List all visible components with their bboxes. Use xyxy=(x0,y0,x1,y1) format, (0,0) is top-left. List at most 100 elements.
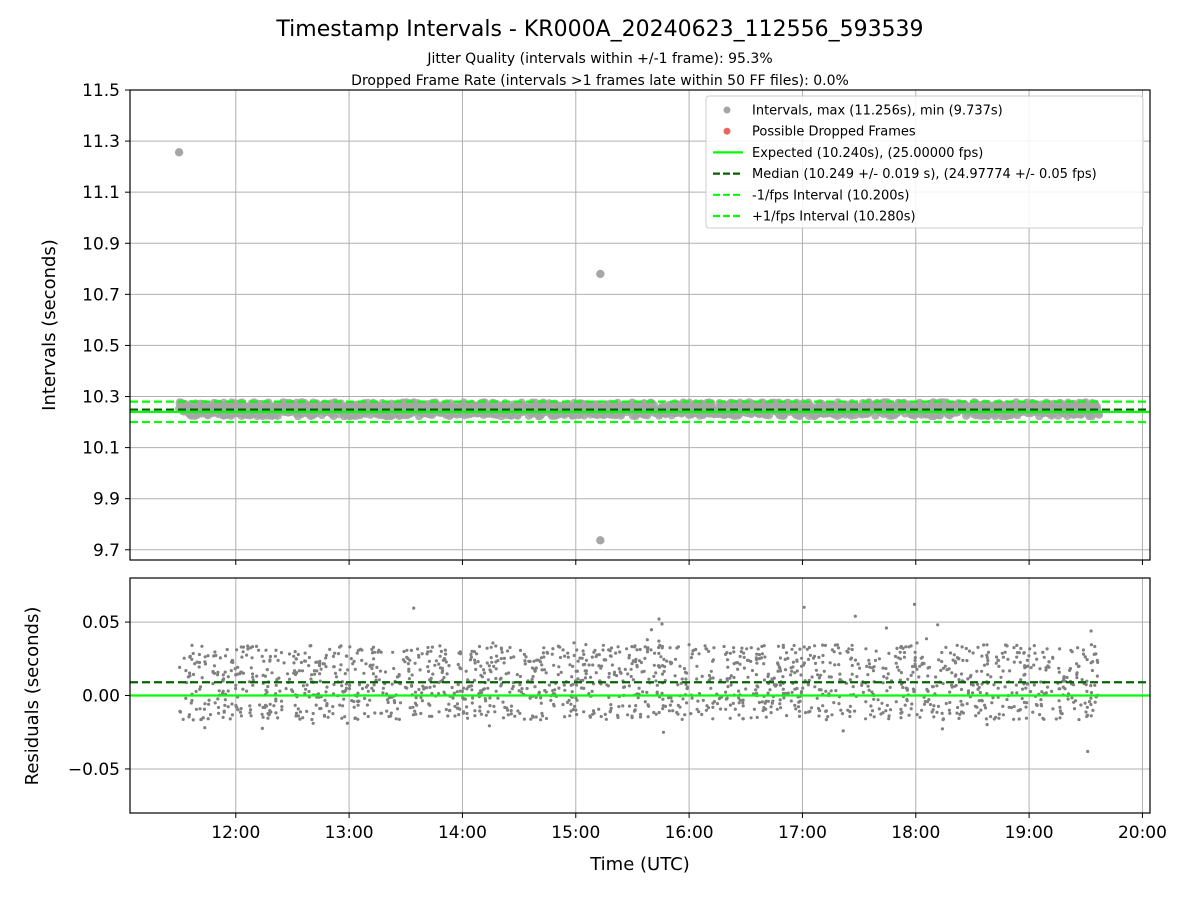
residual-point xyxy=(1080,678,1084,682)
residual-point xyxy=(913,665,918,669)
residual-point xyxy=(732,646,736,650)
residual-point xyxy=(705,647,709,651)
residual-point xyxy=(1039,704,1044,708)
residual-point xyxy=(255,674,259,678)
residual-point xyxy=(182,656,186,660)
intervals-y-tick-label: 9.9 xyxy=(93,490,120,510)
residual-point xyxy=(796,705,801,709)
residual-point xyxy=(594,671,598,675)
residual-point xyxy=(296,652,300,657)
residual-point xyxy=(813,685,817,689)
residual-point xyxy=(704,708,709,712)
residual-point xyxy=(318,672,322,676)
residual-point xyxy=(757,700,762,705)
residual-point xyxy=(1012,705,1016,709)
residual-point xyxy=(608,654,613,658)
residual-point xyxy=(905,688,910,692)
residual-point xyxy=(488,704,492,708)
residual-point xyxy=(983,706,988,710)
residual-point xyxy=(1017,717,1021,721)
residual-point xyxy=(238,710,243,714)
residual-point xyxy=(1085,689,1089,694)
residual-point xyxy=(867,688,871,692)
x-tick-label: 20:00 xyxy=(1118,823,1167,843)
residual-point xyxy=(248,704,252,708)
residual-point xyxy=(783,657,787,662)
residual-point xyxy=(343,715,347,719)
residual-point xyxy=(991,696,995,700)
residual-point xyxy=(225,647,229,652)
residual-point xyxy=(484,713,488,717)
residual-point xyxy=(1003,685,1007,689)
residual-point xyxy=(659,655,663,659)
residual-point xyxy=(406,662,410,666)
residual-point xyxy=(873,658,878,663)
residual-point xyxy=(660,691,664,695)
residual-point xyxy=(1069,648,1073,653)
residual-point xyxy=(356,703,360,707)
residual-point xyxy=(905,697,909,702)
residual-point xyxy=(574,669,578,673)
residual-point xyxy=(264,688,268,692)
residual-point xyxy=(489,656,493,660)
residual-point xyxy=(810,675,814,679)
residual-point xyxy=(1051,707,1055,711)
x-tick-label: 15:00 xyxy=(551,823,600,843)
residual-point xyxy=(468,658,473,662)
residual-point xyxy=(356,699,360,703)
residual-point xyxy=(212,671,217,676)
residual-point xyxy=(695,664,699,668)
residual-point xyxy=(821,643,825,647)
residual-point xyxy=(508,690,512,694)
residuals-y-axis-label: Residuals (seconds) xyxy=(22,607,43,786)
residual-point xyxy=(997,712,1001,716)
residual-point xyxy=(738,654,742,659)
residual-point xyxy=(588,715,593,719)
residual-point xyxy=(986,658,990,663)
residual-point xyxy=(518,674,523,679)
residual-point xyxy=(594,655,598,659)
residual-point xyxy=(501,700,505,704)
residual-point xyxy=(1023,672,1027,677)
residual-point xyxy=(1045,647,1049,651)
residual-point xyxy=(226,689,230,693)
residual-point xyxy=(249,666,253,670)
residual-point xyxy=(274,648,278,652)
residual-point xyxy=(631,659,635,663)
residual-point xyxy=(746,675,750,679)
residual-point xyxy=(455,706,459,710)
residual-point xyxy=(1001,655,1006,659)
residual-point xyxy=(261,673,265,678)
residual-point xyxy=(371,689,375,693)
residual-point xyxy=(213,701,217,705)
residual-point xyxy=(982,663,987,667)
residual-point xyxy=(789,699,793,703)
residual-point xyxy=(935,710,939,714)
residual-point xyxy=(390,682,394,686)
residual-point xyxy=(915,713,919,717)
x-tick-label: 13:00 xyxy=(325,823,374,843)
residual-point xyxy=(573,704,577,709)
residual-point xyxy=(902,650,907,655)
residual-point xyxy=(996,686,1000,690)
residual-point xyxy=(266,685,270,689)
residual-point xyxy=(304,687,308,691)
residual-point xyxy=(1020,696,1024,701)
residual-point xyxy=(1073,699,1078,703)
residual-point xyxy=(738,698,742,702)
residual-point xyxy=(726,685,730,689)
residual-point xyxy=(482,687,486,691)
residual-point xyxy=(351,662,355,666)
residual-point xyxy=(940,727,945,731)
intervals-y-tick-label: 11.1 xyxy=(82,183,120,203)
residual-point xyxy=(741,717,745,721)
residual-point xyxy=(230,702,234,706)
residual-point xyxy=(858,666,862,670)
residual-point xyxy=(1094,652,1098,656)
residual-point xyxy=(815,696,819,700)
residual-point xyxy=(733,707,737,711)
residual-point xyxy=(314,703,318,707)
residual-point xyxy=(741,704,745,708)
residual-point xyxy=(190,698,194,703)
residual-point xyxy=(994,655,999,659)
